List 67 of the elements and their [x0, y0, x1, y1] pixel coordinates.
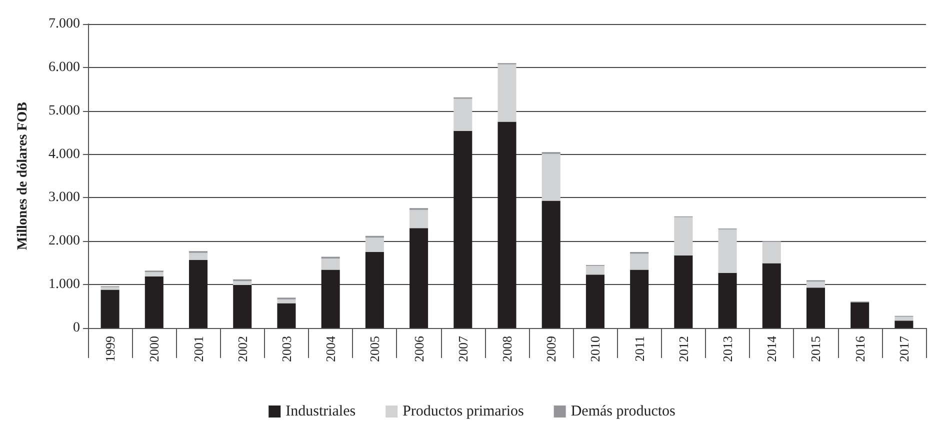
- legend-label: Industriales: [286, 404, 356, 420]
- y-tick-label: 7.000: [48, 16, 80, 32]
- bar: [321, 258, 340, 270]
- legend-label: Demás productos: [570, 404, 676, 420]
- bar: [100, 290, 120, 328]
- y-tick-label: 5.000: [48, 103, 80, 118]
- bar: [410, 210, 428, 228]
- bar: [233, 285, 252, 328]
- x-tick-label: 1999: [102, 336, 118, 362]
- y-tick-label: 4.000: [48, 146, 80, 162]
- bar: [762, 263, 781, 328]
- x-tick-label: 2005: [367, 336, 382, 362]
- bar: [894, 316, 914, 321]
- x-tick-label: 2009: [544, 336, 559, 362]
- x-tick-label: 2014: [764, 336, 780, 362]
- bar: [586, 266, 604, 275]
- bar: [674, 255, 693, 328]
- x-tick-label: 2002: [234, 336, 250, 362]
- x-tick-label: 2007: [455, 336, 470, 362]
- x-tick-label: 2010: [588, 336, 603, 362]
- bar: [410, 228, 428, 328]
- bar: [144, 272, 164, 276]
- bar: [277, 303, 296, 328]
- y-tick-label: 3.000: [48, 190, 80, 206]
- y-tick-label: 2.000: [48, 234, 80, 249]
- bar: [365, 238, 384, 252]
- y-tick-label: 6.000: [48, 60, 80, 75]
- bar: [762, 242, 781, 264]
- bar: [586, 274, 604, 328]
- x-tick-label: 2015: [808, 336, 824, 362]
- x-tick-label: 2012: [676, 336, 691, 362]
- x-tick-label: 2000: [146, 336, 162, 362]
- bar: [806, 282, 825, 288]
- x-tick-label: 2008: [500, 336, 514, 362]
- y-axis-title: Millones de dólares FOB: [16, 102, 30, 250]
- bar: [498, 122, 516, 328]
- y-tick-label: 0: [73, 320, 80, 336]
- bar: [674, 217, 693, 256]
- bar: [498, 64, 516, 122]
- y-tick-label: 1.000: [48, 277, 80, 292]
- x-tick-label: 2016: [852, 336, 868, 362]
- bar: [100, 287, 120, 290]
- bar: [454, 130, 472, 328]
- bar: [189, 260, 208, 328]
- bar: [718, 272, 737, 328]
- x-tick-label: 2011: [632, 336, 647, 362]
- bar: [630, 270, 649, 328]
- bar: [454, 98, 472, 131]
- bar: [365, 252, 384, 328]
- x-tick-label: 2001: [190, 336, 206, 362]
- bar: [542, 200, 560, 328]
- x-tick-label: 2017: [896, 336, 912, 362]
- bar: [144, 276, 164, 328]
- x-tick-label: 2006: [411, 336, 426, 362]
- bar: [189, 252, 208, 260]
- legend-label: Productos primarios: [402, 404, 524, 420]
- bar: [542, 154, 560, 201]
- bar: [850, 302, 870, 328]
- bar: [321, 270, 340, 328]
- x-tick-label: 2004: [323, 336, 338, 362]
- x-tick-label: 2003: [278, 336, 294, 362]
- bar: [806, 288, 825, 328]
- x-tick-label: 2013: [720, 336, 736, 362]
- bar: [718, 229, 737, 273]
- bar: [233, 281, 252, 286]
- bar: [894, 320, 914, 328]
- bar: [630, 254, 649, 270]
